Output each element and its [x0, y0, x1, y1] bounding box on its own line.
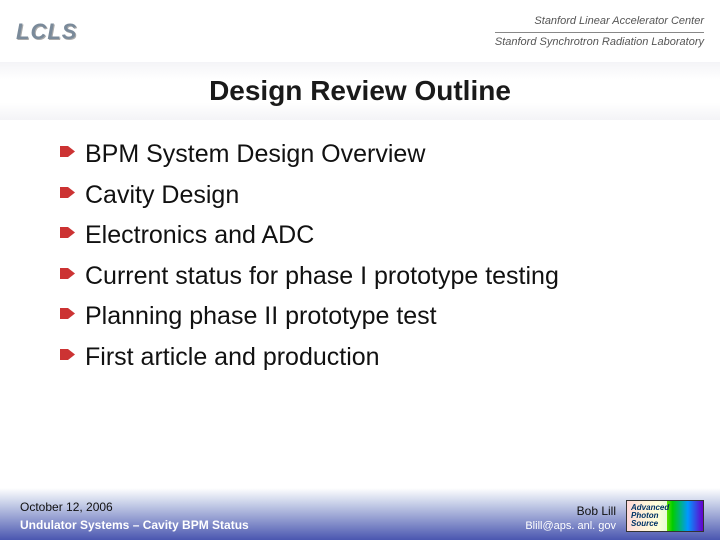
footer-email: Blill@aps. anl. gov [525, 520, 616, 532]
list-item: First article and production [60, 341, 672, 374]
aps-logo: AdvancedPhotonSource [626, 500, 704, 532]
header-left: LCLS [16, 19, 77, 45]
bullet-icon [60, 308, 75, 319]
org-line-1: Stanford Linear Accelerator Center [495, 14, 704, 29]
header-right: Stanford Linear Accelerator Center Stanf… [495, 14, 704, 50]
list-item: Current status for phase I prototype tes… [60, 260, 672, 293]
org-line-2: Stanford Synchrotron Radiation Laborator… [495, 32, 704, 50]
page-title: Design Review Outline [209, 75, 511, 107]
footer-person: Bob Lill Blill@aps. anl. gov [525, 504, 616, 532]
bullet-text: Electronics and ADC [85, 219, 314, 252]
lcls-logo: LCLS [16, 19, 77, 45]
title-band: Design Review Outline [0, 62, 720, 120]
header-bar: LCLS Stanford Linear Accelerator Center … [0, 0, 720, 58]
content-area: BPM System Design Overview Cavity Design… [0, 120, 720, 373]
bullet-text: Current status for phase I prototype tes… [85, 260, 559, 293]
list-item: Planning phase II prototype test [60, 300, 672, 333]
bullet-text: BPM System Design Overview [85, 138, 425, 171]
footer-right: Bob Lill Blill@aps. anl. gov AdvancedPho… [525, 500, 704, 532]
footer-date: October 12, 2006 [20, 500, 249, 514]
bullet-icon [60, 146, 75, 157]
bullet-text: Planning phase II prototype test [85, 300, 437, 333]
bullet-icon [60, 227, 75, 238]
footer-topic: Undulator Systems – Cavity BPM Status [20, 518, 249, 532]
list-item: Cavity Design [60, 179, 672, 212]
list-item: Electronics and ADC [60, 219, 672, 252]
bullet-icon [60, 187, 75, 198]
footer-author: Bob Lill [577, 504, 616, 518]
footer: October 12, 2006 Undulator Systems – Cav… [0, 476, 720, 540]
footer-content: October 12, 2006 Undulator Systems – Cav… [0, 490, 720, 540]
list-item: BPM System Design Overview [60, 138, 672, 171]
aps-logo-text: AdvancedPhotonSource [631, 504, 669, 528]
footer-left: October 12, 2006 Undulator Systems – Cav… [20, 500, 249, 532]
bullet-icon [60, 268, 75, 279]
bullet-text: Cavity Design [85, 179, 239, 212]
bullet-icon [60, 349, 75, 360]
bullet-text: First article and production [85, 341, 380, 374]
